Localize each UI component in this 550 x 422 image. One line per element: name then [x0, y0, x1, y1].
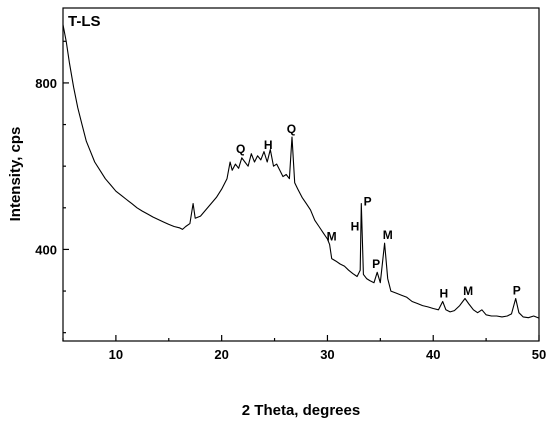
x-tick-label: 50	[532, 347, 546, 362]
peak-label: P	[513, 283, 521, 297]
x-tick-label: 10	[109, 347, 123, 362]
plot-frame	[62, 7, 540, 342]
peak-label: H	[264, 138, 273, 152]
x-axis-title: 2 Theta, degrees	[242, 402, 360, 419]
y-tick-label: 800	[35, 76, 57, 91]
panel-label: T-LS	[68, 13, 101, 30]
peak-label: M	[383, 228, 393, 242]
peak-label: Q	[287, 122, 296, 136]
peak-label: P	[364, 195, 372, 209]
x-tick-label: 20	[214, 347, 228, 362]
x-tick-label: 30	[320, 347, 334, 362]
peak-label: Q	[236, 142, 245, 156]
peak-label: H	[439, 286, 448, 300]
peak-label: M	[463, 284, 473, 298]
y-axis: 400 800	[35, 40, 69, 334]
x-tick-label: 40	[426, 347, 440, 362]
peak-label: H	[351, 220, 360, 234]
y-axis-title: Intensity, cps	[7, 127, 24, 222]
series-line	[62, 24, 540, 319]
peak-label: M	[327, 229, 337, 243]
y-tick-label: 400	[35, 242, 57, 257]
peak-label: P	[372, 257, 380, 271]
x-axis: 10 20 30 40 50	[62, 335, 546, 362]
